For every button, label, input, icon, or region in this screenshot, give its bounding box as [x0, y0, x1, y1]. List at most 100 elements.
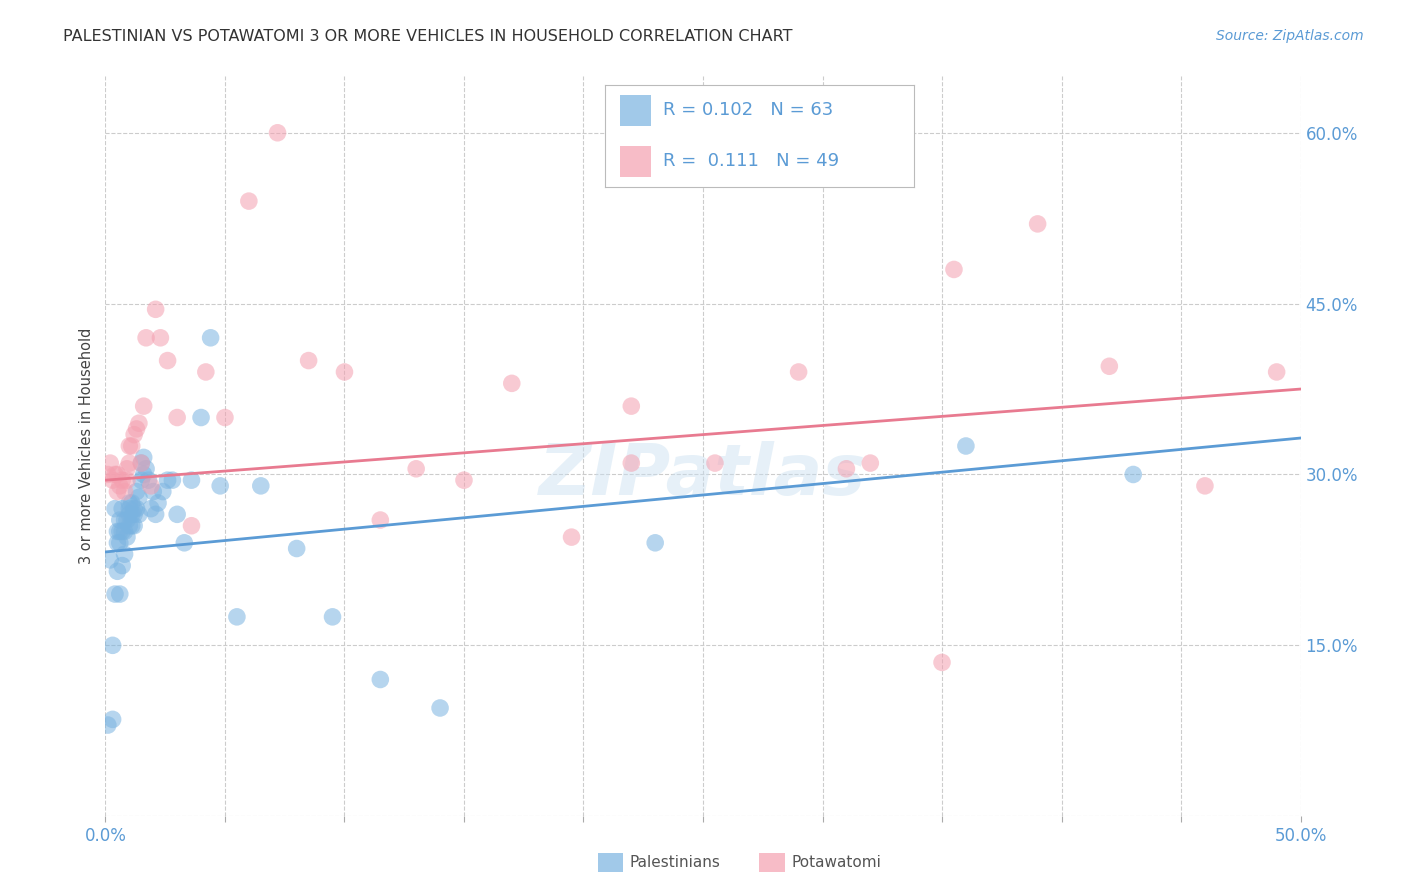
Point [132, 450, 155, 465]
Point [1265, 365, 1288, 379]
Point [149, 331, 172, 345]
Point [859, 456, 882, 470]
Point [98, 456, 121, 470]
Point [321, 610, 344, 624]
Point [162, 473, 184, 487]
Point [114, 484, 136, 499]
Text: Palestinians: Palestinians [630, 855, 721, 870]
Point [180, 473, 202, 487]
Text: ZIPatlas: ZIPatlas [540, 442, 866, 510]
Point [129, 456, 153, 470]
Point [405, 462, 427, 476]
Point [128, 508, 150, 522]
Point [180, 518, 202, 533]
Point [108, 524, 131, 539]
Point [298, 353, 321, 368]
Point [1026, 217, 1049, 231]
Text: R =  0.111   N = 49: R = 0.111 N = 49 [664, 153, 839, 170]
Point [107, 467, 129, 482]
Point [142, 484, 165, 499]
Point [166, 508, 188, 522]
Point [129, 456, 153, 470]
Point [104, 501, 127, 516]
Point [101, 638, 124, 652]
Point [128, 416, 150, 430]
Point [166, 410, 188, 425]
Bar [620, 146, 651, 177]
Point [152, 484, 174, 499]
Point [122, 427, 145, 442]
Point [955, 439, 977, 453]
Y-axis label: 3 or more Vehicles in Household: 3 or more Vehicles in Household [79, 328, 94, 564]
Point [128, 490, 150, 504]
Point [139, 479, 162, 493]
Point [115, 462, 138, 476]
Point [108, 536, 131, 550]
Point [121, 496, 143, 510]
Point [190, 410, 212, 425]
Point [122, 501, 145, 516]
Point [250, 479, 273, 493]
Point [114, 524, 136, 539]
Point [209, 479, 232, 493]
Point [114, 513, 136, 527]
Point [139, 501, 162, 516]
Point [429, 701, 451, 715]
Point [101, 712, 124, 726]
Point [266, 126, 288, 140]
Point [108, 479, 131, 493]
Point [125, 484, 148, 499]
Point [173, 536, 195, 550]
Point [835, 462, 858, 476]
Point [98, 553, 121, 567]
Text: Source: ZipAtlas.com: Source: ZipAtlas.com [1216, 29, 1364, 43]
Point [125, 501, 148, 516]
Point [156, 353, 179, 368]
Point [138, 473, 160, 487]
Point [942, 262, 965, 277]
Point [453, 473, 475, 487]
Point [200, 331, 222, 345]
Bar [620, 95, 651, 126]
Point [132, 467, 155, 482]
Point [225, 610, 249, 624]
Point [145, 508, 167, 522]
Point [620, 456, 643, 470]
Point [194, 365, 217, 379]
Point [104, 467, 127, 482]
Point [125, 422, 148, 436]
Point [107, 484, 129, 499]
Text: R = 0.102   N = 63: R = 0.102 N = 63 [664, 101, 834, 119]
Point [118, 439, 141, 453]
Point [122, 508, 145, 522]
Point [145, 302, 167, 317]
Point [118, 508, 141, 522]
Point [108, 513, 131, 527]
Point [132, 399, 155, 413]
Point [111, 501, 134, 516]
Point [101, 473, 124, 487]
Point [214, 410, 236, 425]
Point [118, 496, 141, 510]
Point [704, 456, 727, 470]
Point [135, 462, 157, 476]
Point [121, 518, 143, 533]
Point [115, 473, 138, 487]
Point [135, 331, 157, 345]
Point [114, 547, 136, 561]
Point [238, 194, 260, 208]
Point [501, 376, 523, 391]
Point [1194, 479, 1216, 493]
Point [118, 501, 141, 516]
Point [644, 536, 666, 550]
Point [115, 530, 138, 544]
Point [108, 587, 131, 601]
Point [121, 508, 143, 522]
Point [368, 513, 391, 527]
Point [118, 518, 141, 533]
Point [560, 530, 583, 544]
Point [107, 524, 129, 539]
Point [111, 558, 134, 573]
Point [118, 456, 141, 470]
Point [122, 518, 145, 533]
